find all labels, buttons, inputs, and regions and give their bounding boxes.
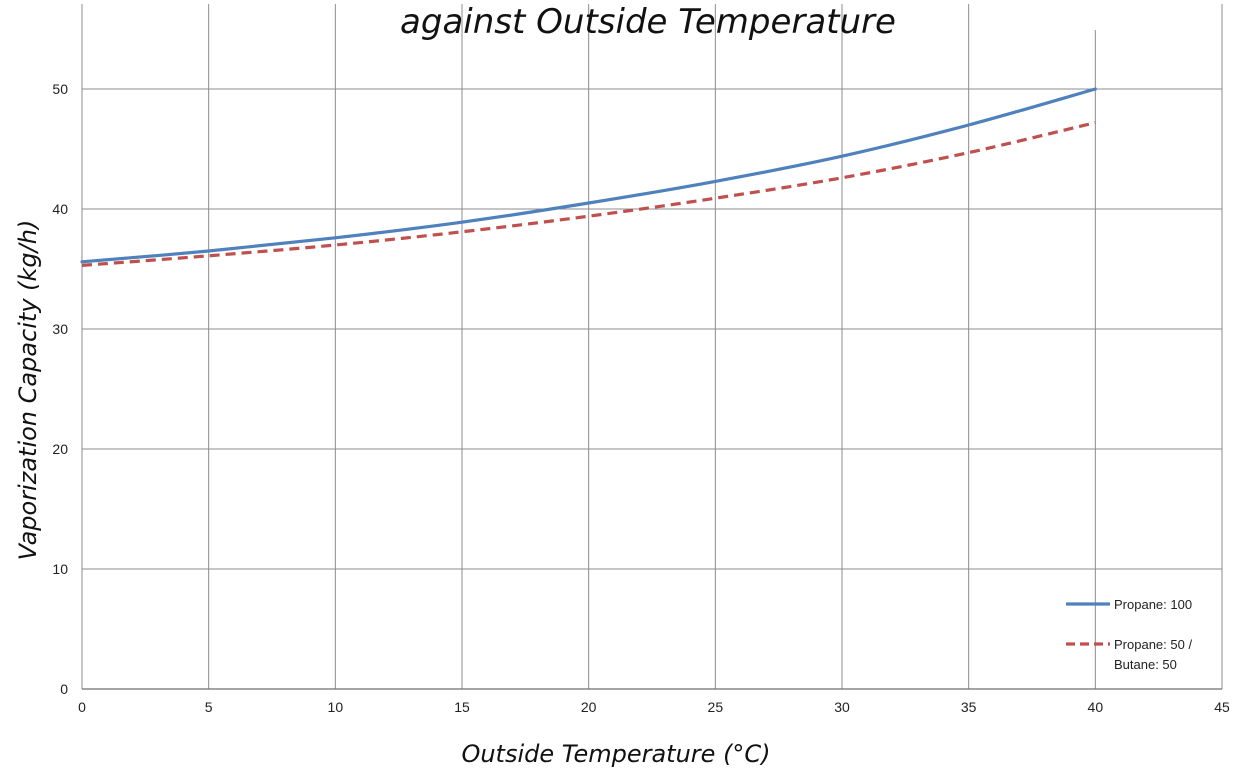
y-tick-label: 20 [52,441,68,457]
series-line-2 [81,121,1096,267]
y-tick-label: 50 [52,81,68,97]
x-tick-label: 20 [581,699,597,715]
legend: Propane: 100 Propane: 50 / Butane: 50 [1066,597,1192,672]
x-tick-label: 0 [78,699,86,715]
gridlines [81,4,1223,690]
x-axis-title: Outside Temperature (°C) [461,740,770,768]
y-tick-label: 10 [52,561,68,577]
x-tick-label: 45 [1214,699,1230,715]
x-tick-label: 15 [454,699,470,715]
y-tick-label: 40 [52,201,68,217]
series-line-1 [80,87,1097,264]
x-tick-label: 10 [328,699,344,715]
legend-label-2: Propane: 50 / [1114,637,1192,652]
x-tick-label: 30 [834,699,850,715]
x-tick-label: 40 [1088,699,1104,715]
y-axis-title: Vaporization Capacity (kg/h) [14,220,42,561]
y-tick-label: 0 [60,681,68,697]
series-lines [80,87,1097,267]
legend-label-1: Propane: 100 [1114,597,1192,612]
y-tick-label: 30 [52,321,68,337]
x-tick-label: 35 [961,699,977,715]
x-tick-label: 25 [708,699,724,715]
legend-label-2: Butane: 50 [1114,657,1177,672]
x-tick-label: 5 [205,699,213,715]
chart-title: against Outside Temperature [400,2,896,42]
tick-labels: 0 5 10 15 20 25 30 35 40 45 0 10 20 30 40 50 [52,81,1230,715]
